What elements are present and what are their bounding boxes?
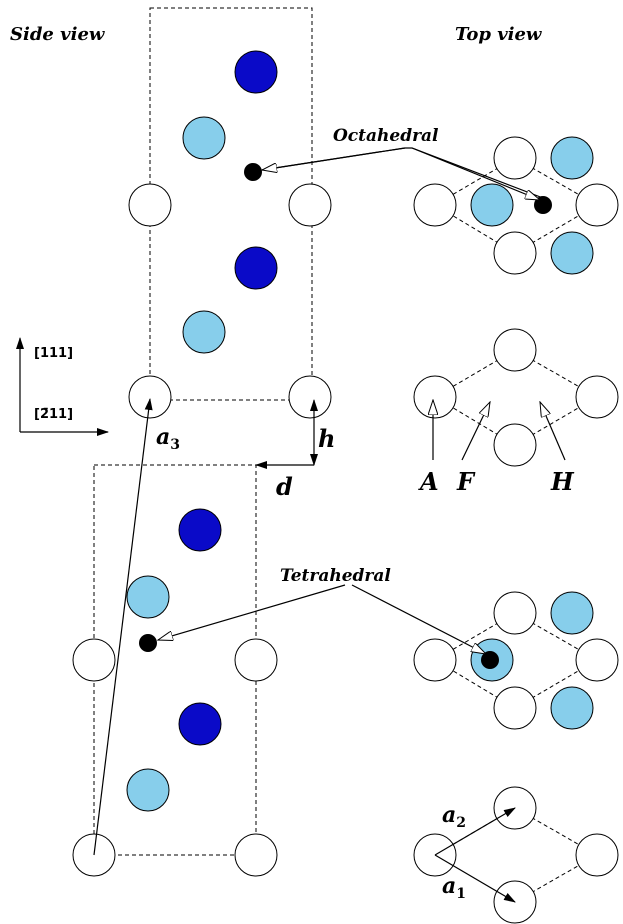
title: Side view [10, 24, 106, 45]
labels: Side view Top view Octahedral Tetrahedra… [10, 24, 575, 902]
callout-arrow [158, 585, 345, 640]
atom [235, 834, 277, 876]
atom [576, 834, 618, 876]
atom [235, 247, 277, 289]
symbol: a [442, 802, 456, 828]
atom [576, 184, 618, 226]
page: Side view Top view Octahedral Tetrahedra… [0, 0, 623, 924]
dim-label: d [276, 472, 293, 501]
vector-label: a1 [442, 873, 466, 902]
interstitial [481, 651, 499, 669]
atom [289, 184, 331, 226]
atom [129, 184, 171, 226]
title: Top view [455, 24, 543, 45]
site-arrow [540, 402, 565, 460]
side-view [73, 8, 331, 876]
subscript: 2 [456, 815, 466, 831]
atom [73, 639, 115, 681]
unit-cell [150, 8, 312, 400]
atom [494, 424, 536, 466]
callout-arrow [262, 148, 405, 170]
atom [129, 376, 171, 418]
atom [127, 769, 169, 811]
vector-label: a2 [442, 802, 466, 831]
atom [494, 592, 536, 634]
atom [494, 137, 536, 179]
interstitial [244, 163, 262, 181]
atom [414, 184, 456, 226]
atom [179, 509, 221, 551]
site-label: Octahedral [333, 126, 439, 146]
atom [414, 376, 456, 418]
atom [414, 639, 456, 681]
atom [235, 51, 277, 93]
atom [179, 703, 221, 745]
atom [471, 184, 513, 226]
atom [235, 639, 277, 681]
subscript: 1 [456, 886, 466, 902]
atom [551, 687, 593, 729]
atom [576, 376, 618, 418]
direction-label: [111] [34, 346, 73, 361]
atom [551, 592, 593, 634]
site-arrow [462, 402, 490, 460]
dim-label: h [318, 424, 335, 453]
interstitial [139, 634, 157, 652]
atom [494, 329, 536, 371]
callout-arrow [352, 585, 486, 654]
site-label: H [550, 467, 575, 496]
atom [183, 311, 225, 353]
symbol: a [442, 873, 456, 899]
atom [494, 232, 536, 274]
diagram: Side view Top view Octahedral Tetrahedra… [0, 0, 623, 924]
site-label: Tetrahedral [280, 566, 391, 586]
atom [576, 639, 618, 681]
site-label: F [456, 467, 476, 496]
atom [494, 687, 536, 729]
atom [551, 137, 593, 179]
atom [551, 232, 593, 274]
subscript: 3 [170, 437, 180, 453]
vector-label: a3 [156, 424, 180, 453]
atom [289, 376, 331, 418]
atom [127, 576, 169, 618]
direction-label: [2̄11] [34, 407, 73, 422]
site-label: A [418, 467, 439, 496]
atom [183, 117, 225, 159]
symbol: a [156, 424, 170, 450]
